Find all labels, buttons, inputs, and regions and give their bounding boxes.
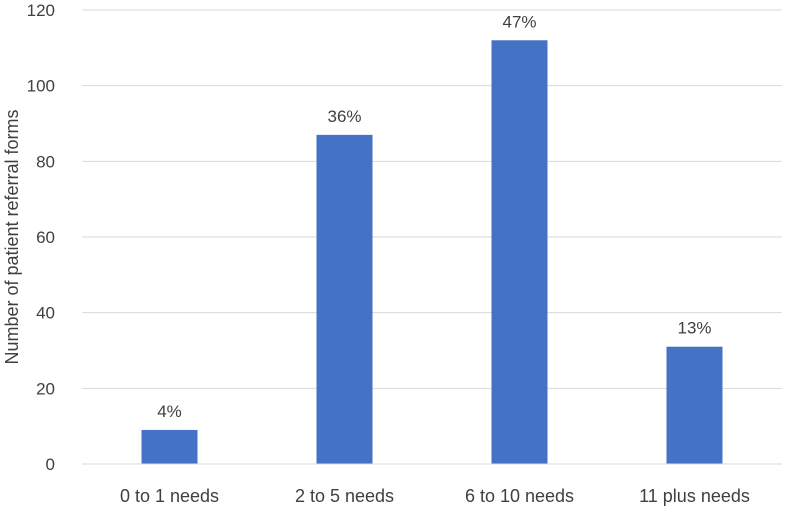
y-tick-label: 80	[36, 152, 55, 171]
data-label: 13%	[677, 319, 711, 338]
x-tick-label: 2 to 5 needs	[295, 486, 394, 506]
bars	[141, 40, 723, 465]
bar	[491, 40, 548, 465]
x-tick-label: 11 plus needs	[639, 486, 750, 506]
y-axis-ticks: 0 20 40 60 80 100 120	[27, 1, 55, 474]
data-label: 36%	[327, 107, 361, 126]
data-labels: 4% 36% 47% 13%	[157, 12, 711, 421]
y-tick-label: 100	[27, 77, 55, 96]
y-tick-label: 40	[36, 304, 55, 323]
y-tick-label: 0	[46, 455, 55, 474]
y-axis-title: Number of patient referral forms	[2, 109, 22, 364]
data-label: 4%	[157, 402, 182, 421]
bar	[141, 429, 198, 464]
x-tick-label: 6 to 10 needs	[465, 486, 574, 506]
x-axis-labels: 0 to 1 needs 2 to 5 needs 6 to 10 needs 11 …	[120, 486, 750, 506]
y-tick-label: 120	[27, 1, 55, 20]
gridlines	[82, 9, 782, 389]
bar	[316, 134, 373, 464]
data-label: 47%	[502, 12, 536, 31]
y-tick-label: 60	[36, 228, 55, 247]
bar	[666, 346, 723, 464]
y-tick-label: 20	[36, 379, 55, 398]
x-tick-label: 0 to 1 needs	[120, 486, 219, 506]
